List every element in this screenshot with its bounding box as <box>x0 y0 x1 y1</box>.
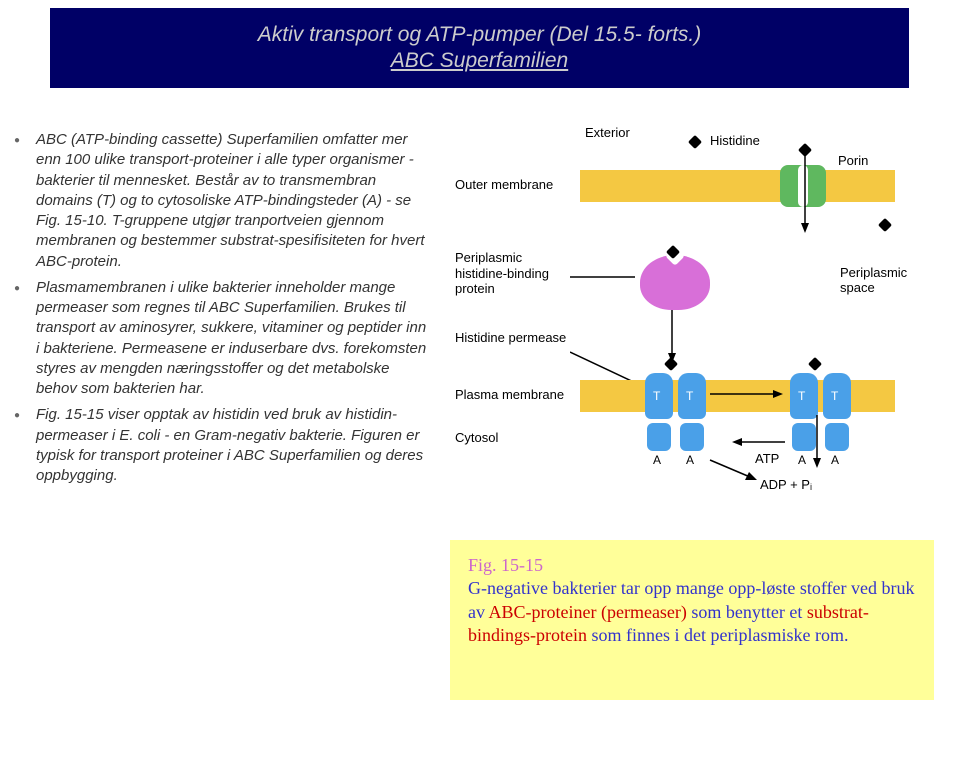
label-adp: ADP + Pᵢ <box>760 477 812 492</box>
label-porin: Porin <box>838 153 868 168</box>
figure-column: Exterior Histidine Porin Outer membrane … <box>440 110 959 781</box>
figure-caption: Fig. 15-15 G-negative bakterier tar opp … <box>450 540 934 700</box>
label-histidine-top: Histidine <box>710 133 760 148</box>
caption-text: som finnes i det periplasmiske rom. <box>587 625 848 645</box>
bullet-item: Plasmamembranen i ulike bakterier inneho… <box>10 278 430 400</box>
histidine-icon <box>878 218 892 232</box>
label-A: A <box>831 453 839 467</box>
label-A: A <box>798 453 806 467</box>
atp-domain-shape <box>680 423 704 451</box>
arrow-atp-in <box>730 433 790 451</box>
label-T: T <box>831 389 838 403</box>
header-title-line1: Aktiv transport og ATP-pumper (Del 15.5-… <box>258 23 701 47</box>
arrow-porin-down <box>798 155 812 235</box>
label-A: A <box>686 453 694 467</box>
binding-protein-shape <box>640 255 710 310</box>
histidine-icon <box>688 135 702 149</box>
label-T: T <box>653 389 660 403</box>
atp-domain-shape <box>647 423 671 451</box>
label-plasma-membrane: Plasma membrane <box>455 387 575 402</box>
caption-text: som benytter et <box>687 602 807 622</box>
bullet-list: ABC (ATP-binding cassette) Superfamilien… <box>10 130 430 486</box>
label-A: A <box>653 453 661 467</box>
label-cytosol: Cytosol <box>455 430 575 445</box>
arrow-adp-out <box>705 455 765 485</box>
bullet-item: ABC (ATP-binding cassette) Superfamilien… <box>10 130 430 272</box>
text-column: ABC (ATP-binding cassette) Superfamilien… <box>0 110 440 781</box>
outer-membrane <box>580 170 895 202</box>
arrow-down <box>665 310 679 365</box>
label-exterior: Exterior <box>585 125 630 140</box>
label-permease: Histidine permease <box>455 330 575 346</box>
arrow-down <box>810 415 824 470</box>
slide-header: Aktiv transport og ATP-pumper (Del 15.5-… <box>50 8 909 88</box>
caption-emphasis: ABC-proteiner (permeaser) <box>489 602 687 622</box>
membrane-diagram: Exterior Histidine Porin Outer membrane … <box>450 115 910 535</box>
header-title-line2: ABC Superfamilien <box>391 49 568 73</box>
caption-body: G-negative bakterier tar opp mange opp-l… <box>468 578 915 645</box>
atp-domain-shape <box>825 423 849 451</box>
content-area: ABC (ATP-binding cassette) Superfamilien… <box>0 110 959 781</box>
label-outer-membrane: Outer membrane <box>455 177 575 192</box>
histidine-icon <box>808 357 822 371</box>
pointer-line <box>570 270 640 284</box>
label-binding-protein: Periplasmic histidine-binding protein <box>455 250 575 297</box>
arrow-right <box>710 387 785 401</box>
caption-title: Fig. 15-15 <box>468 555 543 575</box>
label-periplasmic-space: Periplasmic space <box>840 265 920 295</box>
bullet-item: Fig. 15-15 viser opptak av histidin ved … <box>10 405 430 486</box>
label-T: T <box>798 389 805 403</box>
label-T: T <box>686 389 693 403</box>
